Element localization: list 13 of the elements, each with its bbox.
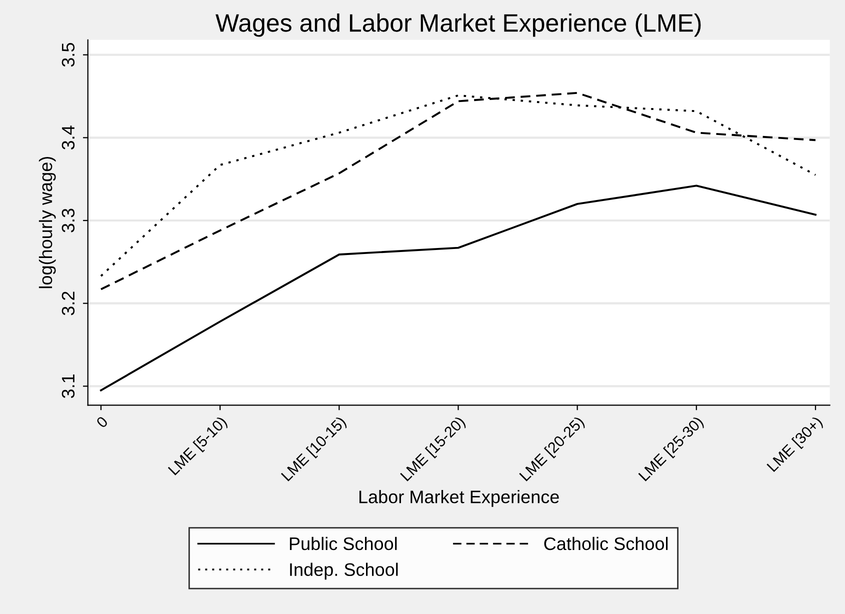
legend-label: Public School — [290, 536, 397, 550]
y-tick-label: 3.2 — [62, 292, 75, 316]
y-tick-label: 3.5 — [62, 43, 75, 67]
y-tick-label: 3.3 — [62, 208, 75, 232]
legend-label: Catholic School — [544, 536, 668, 550]
chart-title: Wages and Labor Market Experience (LME) — [216, 13, 701, 37]
x-axis-title: Labor Market Experience — [359, 490, 559, 507]
y-tick-label: 3.1 — [62, 374, 75, 398]
legend-label: Indep. School — [290, 562, 398, 580]
y-axis-title: log(hourly wage) — [38, 156, 56, 288]
line-series — [100, 184, 816, 392]
y-tick-label: 3.4 — [62, 126, 75, 150]
x-tick-label: 0 — [96, 416, 108, 428]
